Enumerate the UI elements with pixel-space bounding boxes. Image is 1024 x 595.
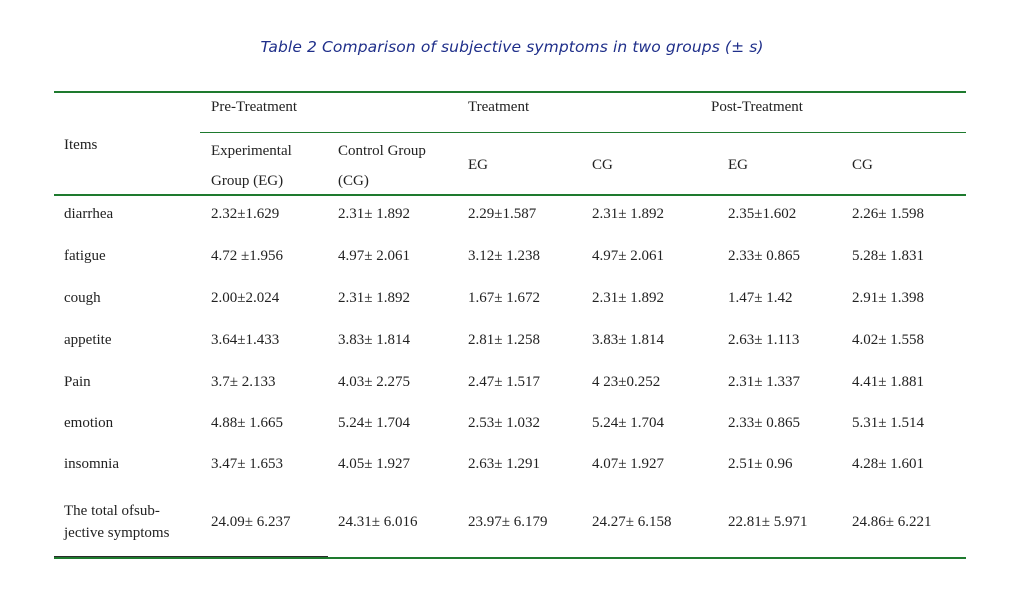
cell-post-cg: 4.28± 1.601 (852, 456, 924, 472)
total-row-label-line1: The total ofsub- (64, 503, 160, 519)
row-label: diarrhea (64, 206, 114, 222)
table-bottom-rule (54, 557, 966, 559)
cell-treatment-cg: 2.31± 1.892 (592, 290, 664, 306)
group-header-treatment: Treatment (468, 99, 530, 115)
cell-post-eg: 22.81± 5.971 (728, 514, 808, 530)
cell-post-cg: 2.91± 1.398 (852, 290, 924, 306)
cell-post-eg: 2.33± 0.865 (728, 415, 800, 431)
cell-pre-cg: 2.31± 1.892 (338, 290, 410, 306)
cell-pre-eg: 3.7± 2.133 (211, 374, 276, 390)
cell-treatment-cg: 4 23±0.252 (592, 374, 661, 390)
cell-pre-eg: 4.72 ±1.956 (211, 248, 283, 264)
cell-treatment-cg: 24.27± 6.158 (592, 514, 672, 530)
subheader-treatment-eg: EG (468, 157, 488, 173)
row-label: cough (64, 290, 101, 306)
cell-pre-cg: 4.03± 2.275 (338, 374, 410, 390)
cell-pre-cg: 4.97± 2.061 (338, 248, 410, 264)
subheader-pre-cg-line2: (CG) (338, 173, 369, 189)
cell-pre-cg: 24.31± 6.016 (338, 514, 418, 530)
cell-treatment-cg: 5.24± 1.704 (592, 415, 664, 431)
cell-pre-cg: 2.31± 1.892 (338, 206, 410, 222)
cell-treatment-cg: 4.07± 1.927 (592, 456, 664, 472)
cell-pre-eg: 3.47± 1.653 (211, 456, 283, 472)
subheader-pre-cg-line1: Control Group (338, 143, 426, 159)
row-label: insomnia (64, 456, 119, 472)
cell-pre-eg: 4.88± 1.665 (211, 415, 283, 431)
row-label: fatigue (64, 248, 106, 264)
cell-pre-cg: 3.83± 1.814 (338, 332, 410, 348)
cell-post-cg: 4.02± 1.558 (852, 332, 924, 348)
cell-post-cg: 4.41± 1.881 (852, 374, 924, 390)
row-label: emotion (64, 415, 114, 431)
cell-treatment-eg: 2.47± 1.517 (468, 374, 540, 390)
cell-post-cg: 5.31± 1.514 (852, 415, 924, 431)
cell-post-eg: 2.31± 1.337 (728, 374, 800, 390)
cell-pre-cg: 4.05± 1.927 (338, 456, 410, 472)
cell-treatment-eg: 1.67± 1.672 (468, 290, 540, 306)
cell-treatment-eg: 2.63± 1.291 (468, 456, 540, 472)
cell-post-eg: 1.47± 1.42 (728, 290, 793, 306)
cell-post-cg: 5.28± 1.831 (852, 248, 924, 264)
cell-pre-cg: 5.24± 1.704 (338, 415, 410, 431)
cell-post-cg: 2.26± 1.598 (852, 206, 924, 222)
cell-treatment-eg: 2.81± 1.258 (468, 332, 540, 348)
total-row-label-line2: jective symptoms (64, 525, 170, 541)
cell-treatment-eg: 2.29±1.587 (468, 206, 537, 222)
total-row-underline (54, 556, 328, 557)
subheader-treatment-cg: CG (592, 157, 613, 173)
cell-treatment-eg: 23.97± 6.179 (468, 514, 548, 530)
cell-treatment-eg: 3.12± 1.238 (468, 248, 540, 264)
cell-pre-eg: 3.64±1.433 (211, 332, 280, 348)
cell-treatment-eg: 2.53± 1.032 (468, 415, 540, 431)
cell-post-eg: 2.33± 0.865 (728, 248, 800, 264)
cell-post-cg: 24.86± 6.221 (852, 514, 932, 530)
items-column-header: Items (64, 137, 98, 153)
subheader-post-eg: EG (728, 157, 748, 173)
header-bottom-rule (54, 194, 966, 196)
group-header-post-treatment: Post-Treatment (711, 99, 803, 115)
table-top-rule (54, 91, 966, 93)
subheader-pre-eg-line1: Experimental (211, 143, 292, 159)
cell-pre-eg: 2.32±1.629 (211, 206, 280, 222)
cell-post-eg: 2.51± 0.96 (728, 456, 793, 472)
cell-pre-eg: 2.00±2.024 (211, 290, 280, 306)
table-caption: Table 2 Comparison of subjective symptom… (260, 38, 764, 56)
subheader-post-cg: CG (852, 157, 873, 173)
cell-treatment-cg: 4.97± 2.061 (592, 248, 664, 264)
row-label: Pain (64, 374, 91, 390)
total-row-label: The total ofsub- jective symptoms (64, 500, 169, 544)
group-header-pre-treatment: Pre-Treatment (211, 99, 298, 115)
cell-pre-eg: 24.09± 6.237 (211, 514, 291, 530)
subheader-pre-eg-line2: Group (EG) (211, 173, 284, 189)
cell-treatment-cg: 3.83± 1.814 (592, 332, 664, 348)
group-header-rule (200, 132, 966, 133)
cell-post-eg: 2.35±1.602 (728, 206, 797, 222)
row-label: appetite (64, 332, 112, 348)
cell-post-eg: 2.63± 1.113 (728, 332, 800, 348)
cell-treatment-cg: 2.31± 1.892 (592, 206, 664, 222)
